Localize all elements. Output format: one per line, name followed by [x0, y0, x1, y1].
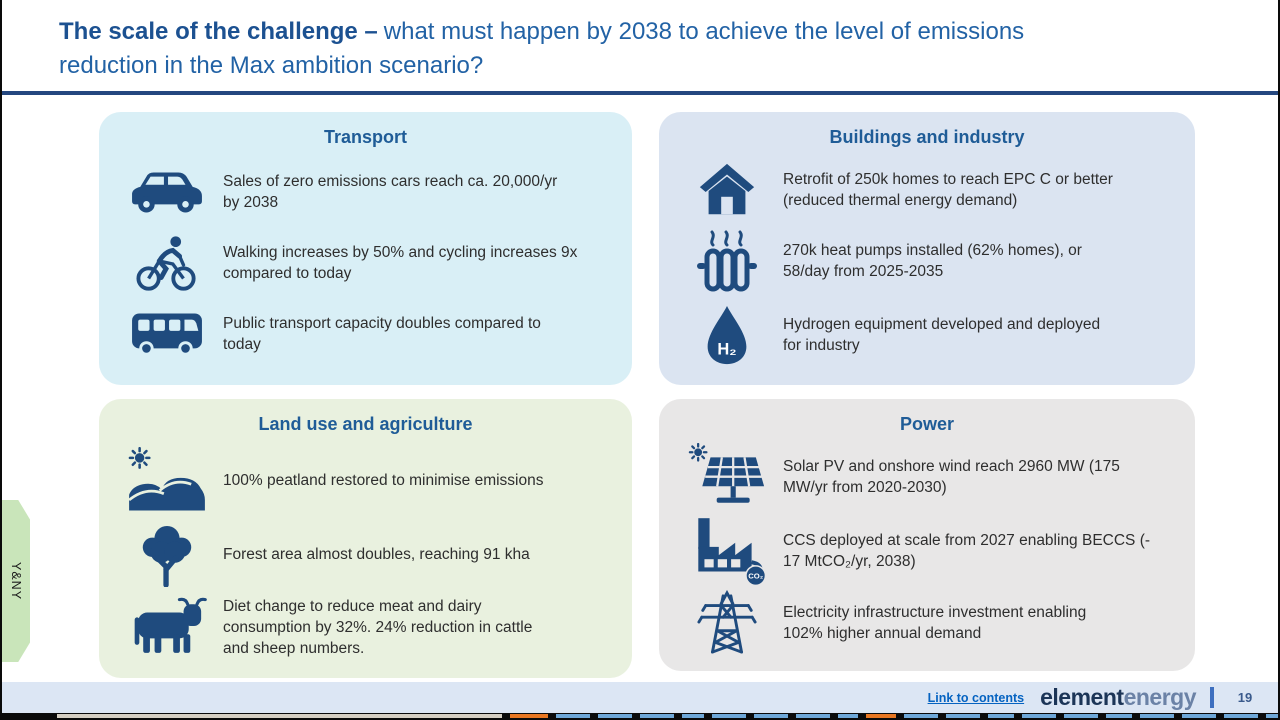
cyclist-icon	[111, 233, 223, 293]
logo-separator	[1210, 687, 1214, 708]
cow-icon	[111, 597, 223, 657]
side-tab-ynny: Y&NY	[2, 500, 30, 662]
landuse-item-forest: Forest area almost doubles, reaching 91 …	[111, 523, 618, 587]
tree-icon	[111, 523, 223, 587]
power-item-solar: Solar PV and onshore wind reach 2960 MW …	[671, 442, 1181, 511]
factory-ccs-icon: CO₂	[671, 516, 783, 586]
transport-item-bus-text: Public transport capacity doubles compar…	[223, 315, 541, 353]
page-title-bold: The scale of the challenge –	[59, 18, 378, 45]
house-icon	[671, 161, 783, 219]
card-buildings-title: Buildings and industry	[829, 127, 1025, 147]
power-item-grid-text: Electricity infrastructure investment en…	[783, 604, 1087, 643]
car-icon	[111, 169, 223, 215]
transport-item-cycling: Walking increases by 50% and cycling inc…	[111, 233, 618, 293]
co2-label: CO₂	[748, 571, 764, 580]
buildings-item-hydrogen: H₂ Hydrogen equipment developed and depl…	[671, 304, 1181, 366]
card-transport-title: Transport	[323, 127, 407, 147]
logo-energy: energy	[1123, 684, 1197, 710]
page-number: 19	[1237, 690, 1253, 705]
transport-item-cycling-text: Walking increases by 50% and cycling inc…	[223, 244, 578, 282]
buildings-item-retrofit: Retrofit of 250k homes to reach EPC C or…	[671, 161, 1181, 219]
bus-icon	[111, 311, 223, 357]
card-buildings-industry: Buildings and industry Retrofit of 250k …	[659, 112, 1195, 385]
card-transport: Transport Sales of zero emissions cars r…	[99, 112, 632, 385]
solar-panel-icon	[671, 442, 783, 511]
power-item-ccs-text: CCS deployed at scale from 2027 enabling…	[783, 531, 1151, 570]
landuse-item-forest-text: Forest area almost doubles, reaching 91 …	[223, 546, 530, 563]
link-to-contents[interactable]: Link to contents	[927, 690, 1025, 705]
title-divider	[2, 91, 1278, 95]
power-item-ccs: CO₂ CCS deployed at scale from 2027 enab…	[671, 516, 1181, 586]
side-tab-label: Y&NY	[9, 561, 23, 601]
transport-item-cars-text: Sales of zero emissions cars reach ca. 2…	[223, 173, 558, 211]
slide-title-area: The scale of the challenge – what must ha…	[59, 15, 1134, 83]
landuse-item-diet: Diet change to reduce meat and dairy con…	[111, 596, 618, 659]
heat-pump-icon	[671, 228, 783, 294]
pylon-icon	[671, 590, 783, 656]
hydrogen-drop-icon: H₂	[671, 304, 783, 366]
transport-item-bus: Public transport capacity doubles compar…	[111, 311, 618, 357]
buildings-item-heatpumps-text: 270k heat pumps installed (62% homes), o…	[783, 242, 1082, 280]
buildings-item-hydrogen-text: Hydrogen equipment developed and deploye…	[783, 315, 1101, 354]
buildings-item-retrofit-text: Retrofit of 250k homes to reach EPC C or…	[783, 170, 1113, 209]
landuse-item-peatland-text: 100% peatland restored to minimise emiss…	[223, 471, 544, 489]
card-landuse-title: Land use and agriculture	[258, 414, 473, 434]
element-energy-logo: elementenergy	[1040, 686, 1196, 709]
footer-bar: Link to contents elementenergy 19	[2, 682, 1278, 713]
peatland-icon	[111, 447, 223, 513]
logo-element: element	[1040, 684, 1124, 710]
power-item-grid: Electricity infrastructure investment en…	[671, 590, 1181, 656]
hydrogen-label: H₂	[717, 340, 736, 358]
transport-item-cars: Sales of zero emissions cars reach ca. 2…	[111, 169, 618, 215]
card-power-title: Power	[899, 414, 955, 434]
power-item-solar-text: Solar PV and onshore wind reach 2960 MW …	[783, 457, 1120, 496]
card-power: Power	[659, 399, 1195, 671]
buildings-item-heatpumps: 270k heat pumps installed (62% homes), o…	[671, 228, 1181, 294]
card-land-use-agriculture: Land use and agriculture	[99, 399, 632, 678]
thumbnail-strip[interactable]	[2, 713, 1278, 720]
page-title-rest: what must happen by 2038 to achieve the …	[59, 18, 1025, 79]
page-title: The scale of the challenge – what must ha…	[59, 15, 1134, 83]
landuse-item-diet-text: Diet change to reduce meat and dairy con…	[223, 597, 533, 657]
landuse-item-peatland: 100% peatland restored to minimise emiss…	[111, 447, 618, 513]
